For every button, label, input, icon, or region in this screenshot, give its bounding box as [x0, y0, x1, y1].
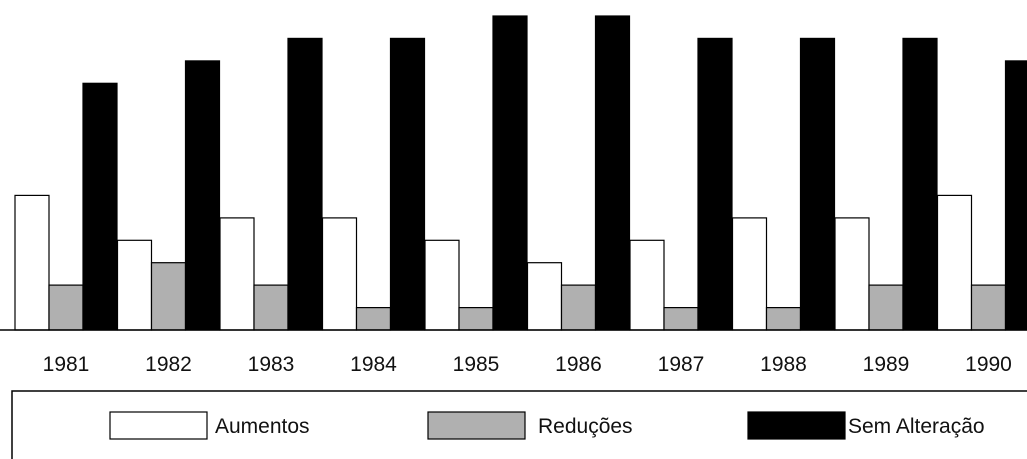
legend-label-s2: Sem Alteração — [848, 415, 985, 438]
bar-1986-s2 — [594, 15, 631, 331]
bar-1989-s0 — [834, 217, 870, 331]
bar-1987-s0 — [629, 239, 665, 331]
x-tick-label: 1985 — [453, 353, 500, 376]
bar-1986-s1 — [560, 284, 597, 331]
legend-box — [11, 390, 1027, 459]
bar-1990-s1 — [970, 284, 1007, 331]
x-tick-label: 1983 — [248, 353, 295, 376]
legend-swatch-s2 — [747, 411, 846, 440]
legend-swatch-s1 — [427, 411, 526, 440]
bar-1986-s0 — [526, 262, 563, 331]
bar-1989-s1 — [868, 284, 904, 331]
bar-1982-s2 — [184, 60, 221, 331]
bar-1983-s1 — [253, 284, 289, 331]
legend-label-s0: Aumentos — [215, 415, 310, 438]
x-tick-label: 1987 — [658, 353, 705, 376]
bar-1988-s1 — [765, 307, 802, 331]
bar-1987-s2 — [697, 37, 733, 331]
bar-1981-s0 — [14, 194, 50, 331]
bar-1984-s2 — [389, 37, 426, 331]
bar-1981-s2 — [82, 82, 118, 331]
legend-swatch-s0 — [109, 411, 208, 440]
bar-1989-s2 — [902, 37, 938, 331]
legend: Aumentos Reduções Sem Alteração — [109, 411, 985, 440]
legend-label-s1: Reduções — [538, 415, 633, 438]
bar-1984-s0 — [321, 217, 358, 331]
x-tick-label: 1989 — [863, 353, 910, 376]
x-tick-labels: 1981 1982 1983 1984 1985 1986 1987 1988 1989 1990 — [43, 353, 1012, 376]
bar-1985-s0 — [424, 239, 460, 331]
bar-1985-s2 — [492, 15, 528, 331]
x-tick-label: 1982 — [145, 353, 192, 376]
x-tick-label: 1984 — [350, 353, 397, 376]
bar-1981-s1 — [48, 284, 84, 331]
bar-1984-s1 — [355, 307, 392, 331]
bar-1982-s1 — [150, 262, 187, 331]
x-tick-label: 1981 — [43, 353, 90, 376]
bar-1985-s1 — [458, 307, 494, 331]
x-tick-label: 1986 — [555, 353, 602, 376]
bar-1983-s0 — [219, 217, 255, 331]
bars-group — [14, 15, 1027, 331]
bar-1988-s0 — [731, 217, 768, 331]
x-tick-label: 1990 — [965, 353, 1012, 376]
bar-1990-s2 — [1004, 60, 1027, 331]
x-tick-label: 1988 — [760, 353, 807, 376]
bar-1988-s2 — [799, 37, 836, 331]
bar-1990-s0 — [936, 194, 973, 331]
bar-1982-s0 — [116, 239, 153, 331]
bar-1983-s2 — [287, 37, 323, 331]
bar-1987-s1 — [663, 307, 699, 331]
